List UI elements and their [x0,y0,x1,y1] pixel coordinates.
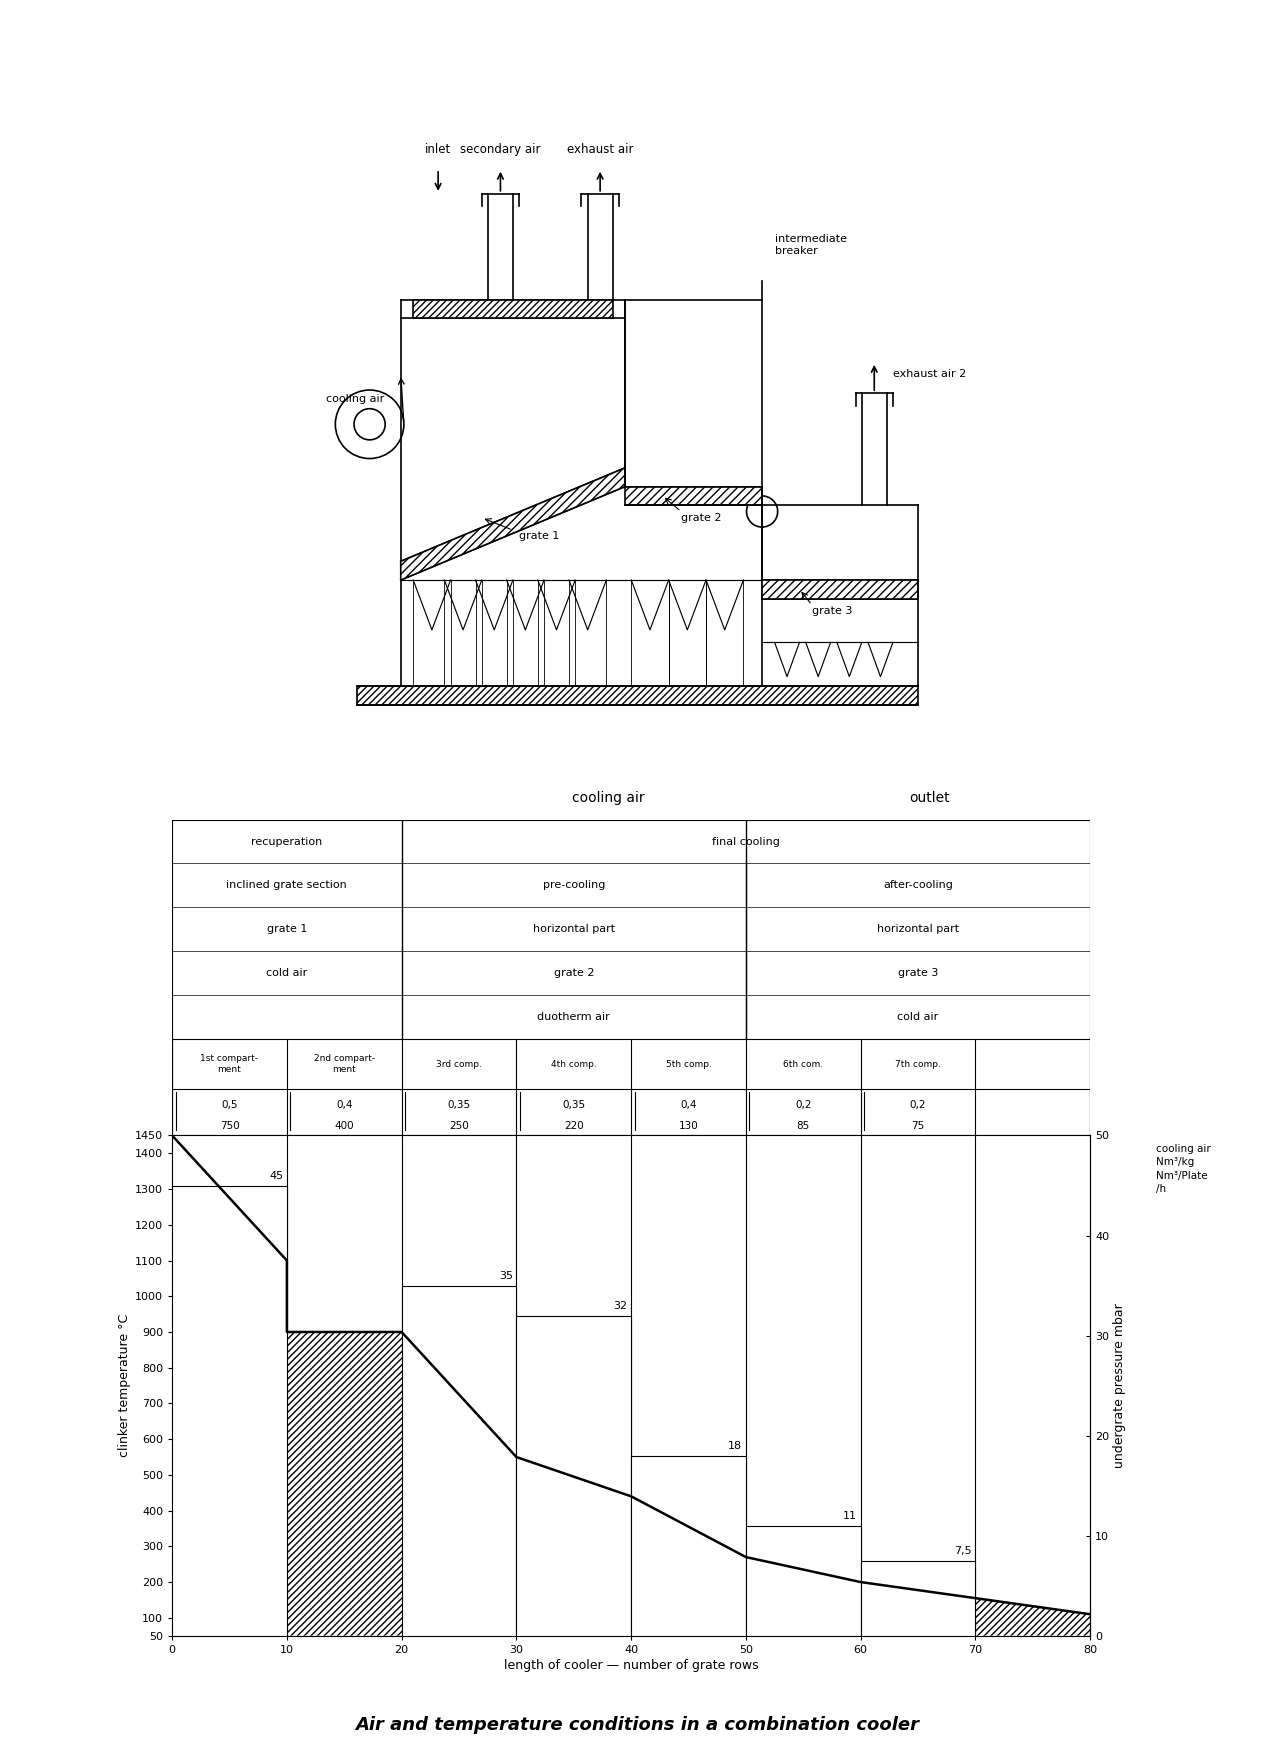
Text: 400: 400 [334,1121,354,1130]
Text: grate 3: grate 3 [812,605,852,616]
Bar [861,1560,975,1636]
Text: intermediate
breaker: intermediate breaker [775,235,847,256]
Y-axis label: undergrate pressure mbar: undergrate pressure mbar [1113,1304,1126,1467]
Bar [746,1525,861,1636]
Text: 0,2: 0,2 [796,1100,811,1109]
Text: cold air: cold air [266,969,307,978]
Polygon shape [357,686,918,706]
Text: grate 2: grate 2 [681,512,722,523]
Text: horizontal part: horizontal part [877,925,959,934]
Polygon shape [413,300,612,318]
Text: cooling air: cooling air [572,792,644,804]
Bar [516,1316,631,1636]
Polygon shape [762,581,918,598]
Text: inlet: inlet [425,144,451,156]
Text: 35: 35 [499,1271,513,1281]
Text: 130: 130 [678,1121,699,1130]
Text: 750: 750 [219,1121,240,1130]
Text: 4th comp.: 4th comp. [551,1060,597,1069]
Text: recuperation: recuperation [251,837,323,846]
Text: duotherm air: duotherm air [537,1013,611,1021]
Text: 5th comp.: 5th comp. [666,1060,711,1069]
Text: 7,5: 7,5 [954,1546,972,1557]
Text: 250: 250 [449,1121,469,1130]
Polygon shape [400,469,625,581]
Text: grate 2: grate 2 [553,969,594,978]
Text: grate 1: grate 1 [266,925,307,934]
Text: 220: 220 [564,1121,584,1130]
Text: 6th com.: 6th com. [783,1060,824,1069]
Text: cold air: cold air [898,1013,938,1021]
Text: 0,35: 0,35 [448,1100,470,1109]
Text: 2nd compart-
ment: 2nd compart- ment [314,1055,375,1074]
Text: grate 1: grate 1 [519,532,560,541]
Text: cooling air
Nm³/kg
Nm³/Plate
/h: cooling air Nm³/kg Nm³/Plate /h [1156,1144,1211,1193]
Text: 0,35: 0,35 [562,1100,585,1109]
Text: 32: 32 [613,1300,627,1311]
Text: 0,2: 0,2 [910,1100,926,1109]
Text: Air and temperature conditions in a combination cooler: Air and temperature conditions in a comb… [356,1716,919,1734]
Text: exhaust air: exhaust air [567,144,634,156]
Text: 11: 11 [843,1511,857,1522]
Text: cooling air: cooling air [326,395,384,404]
Text: secondary air: secondary air [460,144,541,156]
Text: horizontal part: horizontal part [533,925,615,934]
Text: 45: 45 [269,1171,283,1181]
Bar [402,1285,516,1636]
Text: 1st compart-
ment: 1st compart- ment [200,1055,259,1074]
X-axis label: length of cooler — number of grate rows: length of cooler — number of grate rows [504,1658,759,1673]
Text: inclined grate section: inclined grate section [227,881,347,890]
Y-axis label: clinker temperature °C: clinker temperature °C [117,1314,131,1457]
Text: final cooling: final cooling [711,837,780,846]
Polygon shape [625,486,762,505]
Text: grate 3: grate 3 [898,969,938,978]
Text: outlet: outlet [909,792,950,804]
Text: 0,5: 0,5 [222,1100,237,1109]
Text: 85: 85 [797,1121,810,1130]
Bar [172,1186,287,1636]
Bar [631,1455,746,1636]
Text: exhaust air 2: exhaust air 2 [892,370,966,379]
Text: 18: 18 [728,1441,742,1451]
Text: 7th comp.: 7th comp. [895,1060,941,1069]
Text: 0,4: 0,4 [337,1100,352,1109]
Text: 3rd comp.: 3rd comp. [436,1060,482,1069]
Text: 75: 75 [912,1121,924,1130]
Text: after-cooling: after-cooling [884,881,952,890]
Text: pre-cooling: pre-cooling [543,881,604,890]
Text: 0,4: 0,4 [681,1100,696,1109]
